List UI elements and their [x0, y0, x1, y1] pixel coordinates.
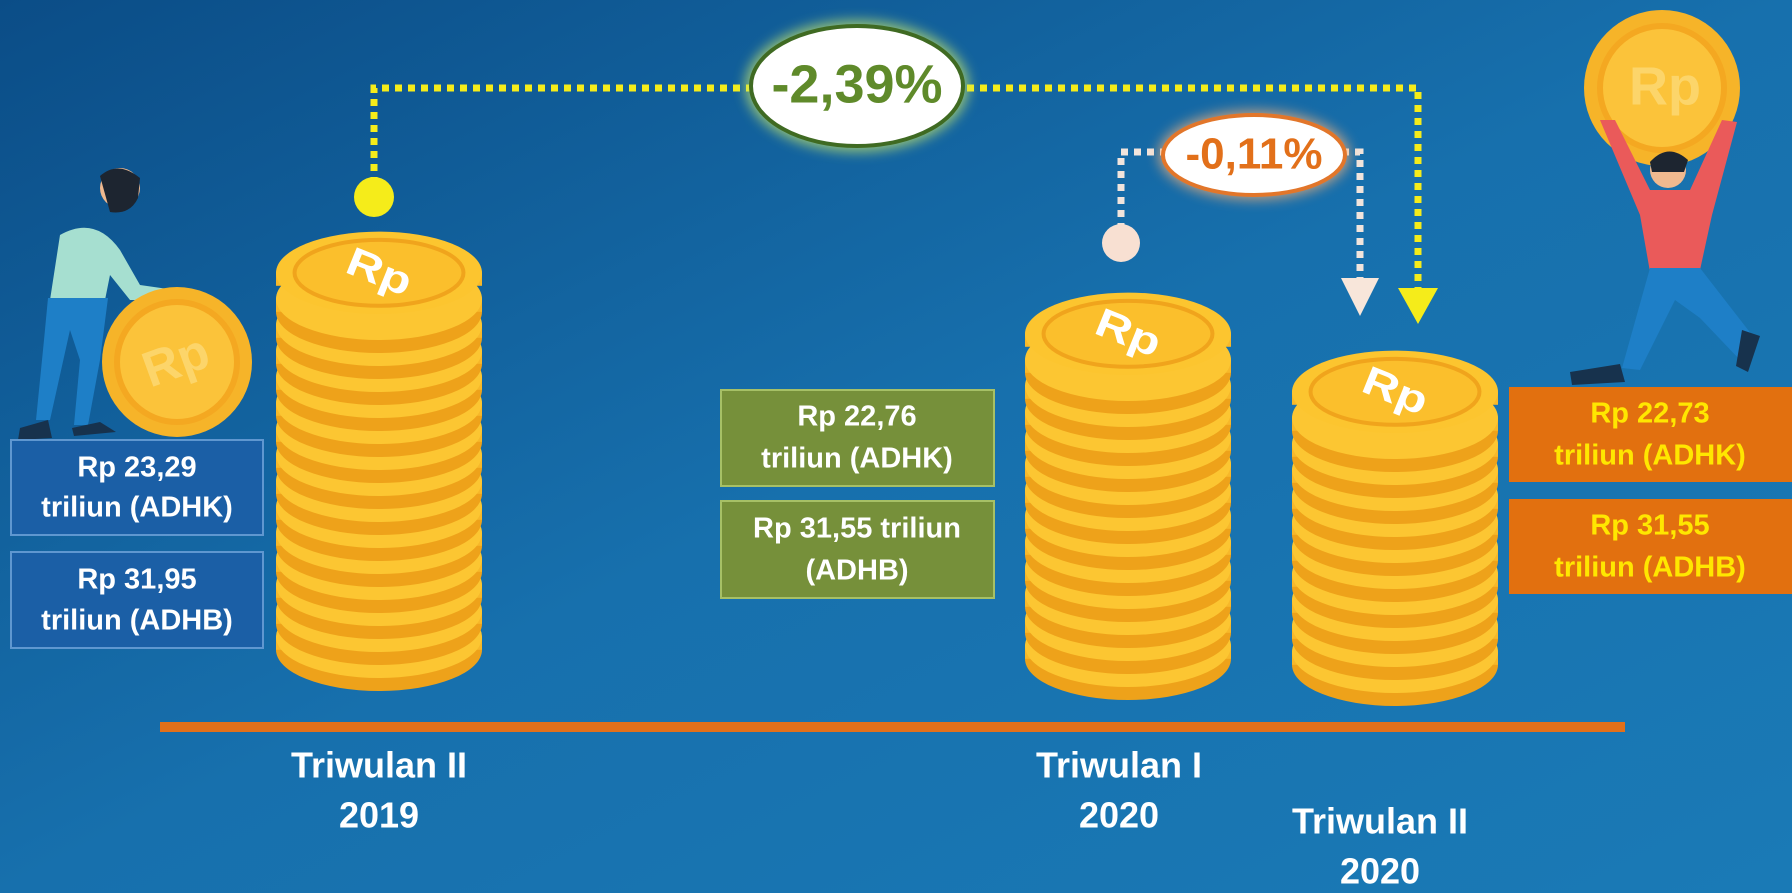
dot-qoq [1102, 224, 1140, 262]
value-text: triliun (ADHK) [41, 492, 233, 524]
value-text: Rp 22,76 [797, 401, 916, 433]
period-label: 2020 [1079, 795, 1159, 836]
coin-ring [292, 237, 466, 308]
value-text: triliun (ADHK) [1554, 440, 1746, 472]
change-qoq: -0,11% [1186, 130, 1323, 179]
value-text: Rp 22,73 [1590, 398, 1709, 430]
value-text: triliun (ADHK) [761, 443, 953, 475]
coin-ring [1041, 298, 1215, 369]
value-text: Rp 31,55 triliun [753, 513, 961, 545]
value-text: triliun (ADHB) [1554, 552, 1746, 584]
baseline [160, 722, 1625, 732]
person-right: Rp [1570, 10, 1760, 385]
value-box [10, 551, 264, 649]
change-yoy: -2,39% [771, 54, 942, 114]
coin-stack: Rp [1292, 350, 1498, 706]
badge-yoy [749, 24, 965, 148]
arrow-qoq [1341, 278, 1379, 316]
value-box [720, 389, 995, 487]
arrow-yoy [1398, 288, 1438, 324]
coin-text: Rp [1629, 56, 1701, 116]
value-box [10, 439, 264, 536]
period-label: 2019 [339, 795, 419, 836]
value-box [1509, 387, 1792, 482]
period-label: Triwulan II [291, 745, 467, 786]
dot-yoy [354, 177, 394, 217]
value-box [1509, 499, 1792, 594]
value-text: Rp 31,55 [1590, 510, 1709, 542]
period-label: Triwulan II [1292, 801, 1468, 842]
coin-stack: Rp [276, 231, 482, 691]
person-left: Rp [18, 168, 252, 440]
value-box [720, 500, 995, 599]
value-text: triliun (ADHB) [41, 605, 233, 637]
value-text: Rp 23,29 [77, 452, 196, 484]
badge-qoq [1161, 113, 1347, 197]
value-text: Rp 31,95 [77, 564, 196, 596]
value-text: (ADHB) [805, 555, 908, 587]
period-label: 2020 [1340, 851, 1420, 892]
coin-stack: Rp [1025, 292, 1231, 700]
coin-ring [1308, 356, 1482, 427]
period-label: Triwulan I [1036, 745, 1202, 786]
